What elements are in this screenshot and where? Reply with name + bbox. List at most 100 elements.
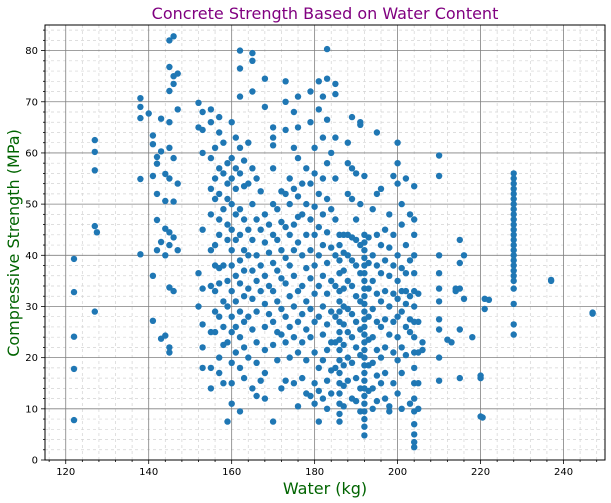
data-point bbox=[269, 287, 277, 295]
x-tick-label: 220 bbox=[471, 467, 490, 478]
data-point bbox=[510, 252, 517, 259]
data-point bbox=[394, 334, 401, 341]
data-point bbox=[365, 313, 372, 320]
data-point bbox=[282, 254, 289, 262]
data-point bbox=[398, 308, 405, 315]
data-point bbox=[224, 180, 231, 187]
data-point bbox=[510, 185, 517, 192]
y-axis-ticks: 0 10 20 30 40 50 60 70 80 bbox=[25, 29, 45, 467]
data-point bbox=[460, 295, 468, 302]
data-point bbox=[386, 408, 393, 415]
data-point bbox=[352, 170, 360, 177]
data-point bbox=[236, 334, 244, 341]
y-tick-label: 70 bbox=[25, 97, 38, 108]
data-point bbox=[344, 277, 351, 285]
data-point bbox=[220, 323, 227, 331]
data-point bbox=[91, 148, 99, 156]
data-point bbox=[145, 110, 152, 117]
data-point bbox=[390, 231, 397, 238]
data-point bbox=[137, 251, 144, 258]
data-point bbox=[406, 400, 414, 407]
data-point bbox=[319, 272, 327, 279]
y-tick-label: 80 bbox=[25, 46, 38, 57]
data-point bbox=[435, 298, 443, 305]
data-point bbox=[357, 200, 364, 208]
data-point bbox=[220, 262, 227, 269]
data-point bbox=[137, 95, 144, 102]
data-point bbox=[269, 165, 277, 172]
data-point bbox=[232, 165, 239, 172]
data-point bbox=[245, 226, 252, 233]
data-point bbox=[348, 282, 356, 290]
data-point bbox=[435, 270, 443, 277]
data-point bbox=[435, 152, 443, 159]
data-point bbox=[265, 221, 273, 228]
data-point bbox=[336, 336, 343, 343]
data-point bbox=[282, 313, 289, 320]
data-point bbox=[286, 293, 293, 300]
data-point bbox=[199, 364, 206, 372]
data-point bbox=[352, 344, 360, 351]
data-point bbox=[415, 380, 422, 387]
data-point bbox=[336, 369, 343, 377]
data-point bbox=[278, 218, 285, 226]
data-point bbox=[211, 328, 219, 336]
data-point bbox=[162, 170, 169, 178]
data-point bbox=[228, 287, 235, 295]
data-point bbox=[390, 172, 397, 180]
data-point bbox=[369, 359, 376, 366]
data-point bbox=[315, 190, 322, 198]
data-point bbox=[340, 267, 347, 274]
data-point bbox=[153, 160, 161, 167]
data-point bbox=[361, 346, 368, 354]
data-point bbox=[456, 326, 463, 333]
data-point bbox=[340, 382, 347, 389]
data-point bbox=[510, 231, 517, 238]
data-point bbox=[249, 267, 256, 274]
data-point bbox=[365, 285, 372, 292]
data-point bbox=[311, 380, 318, 387]
x-tick-label: 180 bbox=[305, 467, 324, 478]
data-point bbox=[294, 124, 302, 131]
data-point bbox=[224, 418, 231, 425]
data-point bbox=[216, 369, 223, 377]
data-point bbox=[398, 405, 405, 412]
data-point bbox=[510, 321, 517, 328]
data-point bbox=[352, 374, 360, 382]
data-point bbox=[228, 200, 235, 208]
data-point bbox=[402, 300, 410, 308]
data-point bbox=[348, 165, 356, 172]
plot-frame bbox=[44, 24, 606, 461]
data-point bbox=[332, 90, 339, 98]
data-point bbox=[257, 377, 264, 384]
data-point bbox=[70, 288, 78, 296]
x-tick-label: 140 bbox=[139, 467, 158, 478]
data-point bbox=[211, 241, 219, 249]
data-point bbox=[323, 229, 331, 236]
data-point bbox=[149, 317, 157, 324]
data-point bbox=[220, 298, 227, 305]
data-point bbox=[340, 321, 347, 328]
data-point bbox=[199, 126, 206, 134]
data-point bbox=[290, 221, 298, 228]
data-point bbox=[411, 252, 418, 259]
data-point bbox=[303, 264, 310, 272]
data-point bbox=[336, 328, 343, 336]
data-point bbox=[402, 287, 410, 295]
data-point bbox=[369, 305, 376, 313]
data-point bbox=[299, 282, 306, 290]
y-tick-label: 50 bbox=[25, 200, 38, 211]
data-point bbox=[328, 308, 335, 315]
data-point bbox=[323, 377, 331, 384]
data-point bbox=[406, 211, 414, 218]
data-point bbox=[307, 305, 314, 313]
data-point bbox=[319, 357, 327, 364]
data-point bbox=[269, 418, 277, 425]
data-point bbox=[361, 354, 368, 361]
data-point bbox=[390, 318, 397, 325]
data-point bbox=[162, 332, 169, 339]
data-point bbox=[344, 377, 351, 384]
data-point bbox=[510, 180, 517, 187]
data-point bbox=[232, 298, 239, 305]
data-point bbox=[373, 231, 381, 238]
